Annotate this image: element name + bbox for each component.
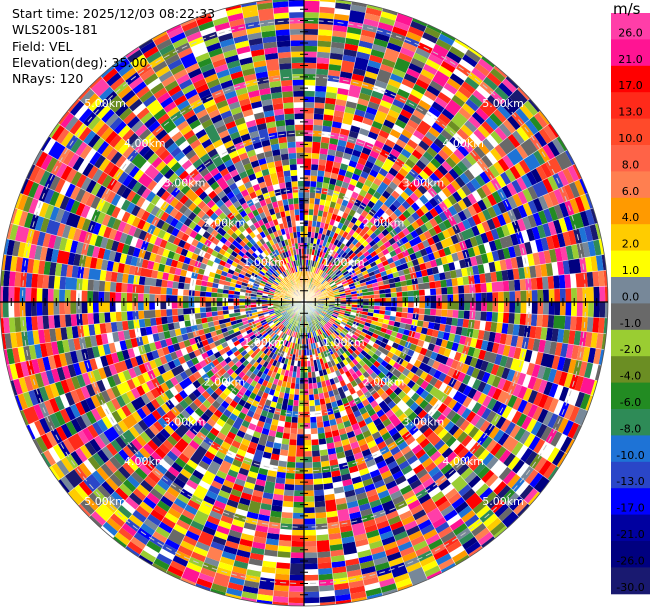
ring-label-2-2: 2.00km	[363, 376, 405, 389]
colorbar-swatch-8	[611, 224, 650, 252]
colorbar-swatch-18	[611, 488, 650, 516]
ring-label-4-1: 4.00km	[442, 137, 484, 150]
colorbar-swatch-19	[611, 514, 650, 542]
colorbar-label-2: 17.0	[618, 79, 643, 92]
velocity-gates-2	[1, 13, 588, 603]
ring-label-3-1: 3.00km	[403, 177, 445, 190]
colorbar-swatch-0	[611, 13, 650, 40]
ring-label-5-1: 5.00km	[482, 97, 524, 110]
colorbar-label-9: 1.0	[622, 264, 640, 277]
colorbar: 26.0 21.0 17.0 13.0 10.0 8.0 6.0 4.0 2.0 1.0 0.0 -1…	[611, 13, 650, 595]
ring-labels: 1.00km 1.00km 1.00km 1.00km 2.00km 2.00km 2.00…	[84, 97, 524, 508]
colorbar-swatch-16	[611, 435, 650, 463]
colorbar-label-13: -4.0	[620, 370, 641, 383]
colorbar-label-10: 0.0	[622, 290, 640, 303]
colorbar-swatch-11	[611, 303, 650, 331]
start-time: Start time: 2025/12/03 08:22:33	[12, 6, 216, 21]
colorbar-swatch-9	[611, 250, 650, 278]
ring-label-1-3: 1.00km	[243, 336, 285, 349]
colorbar-swatch-1	[611, 39, 650, 67]
colorbar-label-11: -1.0	[620, 317, 641, 330]
colorbar-label-6: 6.0	[622, 185, 640, 198]
colorbar-label-7: 4.0	[622, 211, 640, 224]
crosshair-axes	[0, 0, 608, 606]
ring-label-2-1: 2.00km	[363, 216, 405, 229]
colorbar-label-14: -6.0	[620, 396, 641, 409]
ring-label-5-2: 5.00km	[482, 495, 524, 508]
colorbar-label-5: 8.0	[622, 158, 640, 171]
ring-label-5-3: 5.00km	[84, 495, 126, 508]
nrays: NRays: 120	[12, 71, 84, 87]
colorbar-label-12: -2.0	[620, 343, 641, 356]
colorbar-label-1: 21.0	[618, 53, 643, 66]
colorbar-swatch-4	[611, 118, 650, 146]
colorbar-label-4: 10.0	[618, 132, 643, 145]
ring-label-1-2: 1.00km	[323, 336, 365, 349]
colorbar-label-3: 13.0	[618, 106, 643, 119]
ring-label-4-2: 4.00km	[442, 455, 484, 468]
colorbar-swatch-6	[611, 171, 650, 199]
ring-label-1-1: 1.00km	[323, 256, 365, 269]
ring-label-2-0: 2.00km	[204, 216, 246, 229]
colorbar-label-21: -30.0	[616, 581, 644, 594]
colorbar-swatch-5	[611, 145, 650, 172]
colorbar-swatch-17	[611, 461, 650, 489]
colorbar-label-18: -17.0	[616, 502, 644, 515]
ring-label-4-0: 4.00km	[124, 137, 166, 150]
colorbar-label-0: 26.0	[618, 26, 643, 39]
ring-label-3-3: 3.00km	[164, 415, 206, 428]
colorbar-title: m/s	[613, 0, 641, 18]
scan-info: Start time: 2025/12/03 08:22:33 WLS200s-…	[12, 6, 215, 87]
colorbar-swatch-13	[611, 356, 650, 384]
colorbar-swatch-15	[611, 409, 650, 436]
field-name: Field: VEL	[12, 38, 73, 54]
colorbar-label-16: -10.0	[616, 449, 644, 462]
colorbar-swatch-20	[611, 541, 650, 568]
colorbar-swatch-10	[611, 277, 650, 304]
colorbar-swatch-3	[611, 92, 650, 120]
ring-label-4-3: 4.00km	[124, 455, 166, 468]
ring-label-2-3: 2.00km	[204, 376, 246, 389]
colorbar-swatch-14	[611, 382, 650, 410]
ring-label-5-0: 5.00km	[84, 97, 126, 110]
colorbar-swatch-7	[611, 197, 650, 225]
ring-label-3-2: 3.00km	[403, 415, 445, 428]
ring-label-3-0: 3.00km	[164, 177, 206, 190]
colorbar-swatch-12	[611, 329, 650, 357]
colorbar-label-19: -21.0	[616, 528, 644, 541]
colorbar-label-15: -8.0	[620, 422, 641, 435]
colorbar-label-20: -26.0	[616, 554, 644, 567]
colorbar-swatch-2	[611, 65, 650, 93]
site-name: WLS200s-181	[12, 22, 98, 38]
colorbar-label-8: 2.0	[622, 238, 640, 251]
colorbar-swatch-21	[611, 567, 650, 595]
colorbar-label-17: -13.0	[616, 475, 644, 488]
ring-label-1-0: 1.00km	[243, 256, 285, 269]
elevation: Elevation(deg): 35.00	[12, 54, 148, 70]
